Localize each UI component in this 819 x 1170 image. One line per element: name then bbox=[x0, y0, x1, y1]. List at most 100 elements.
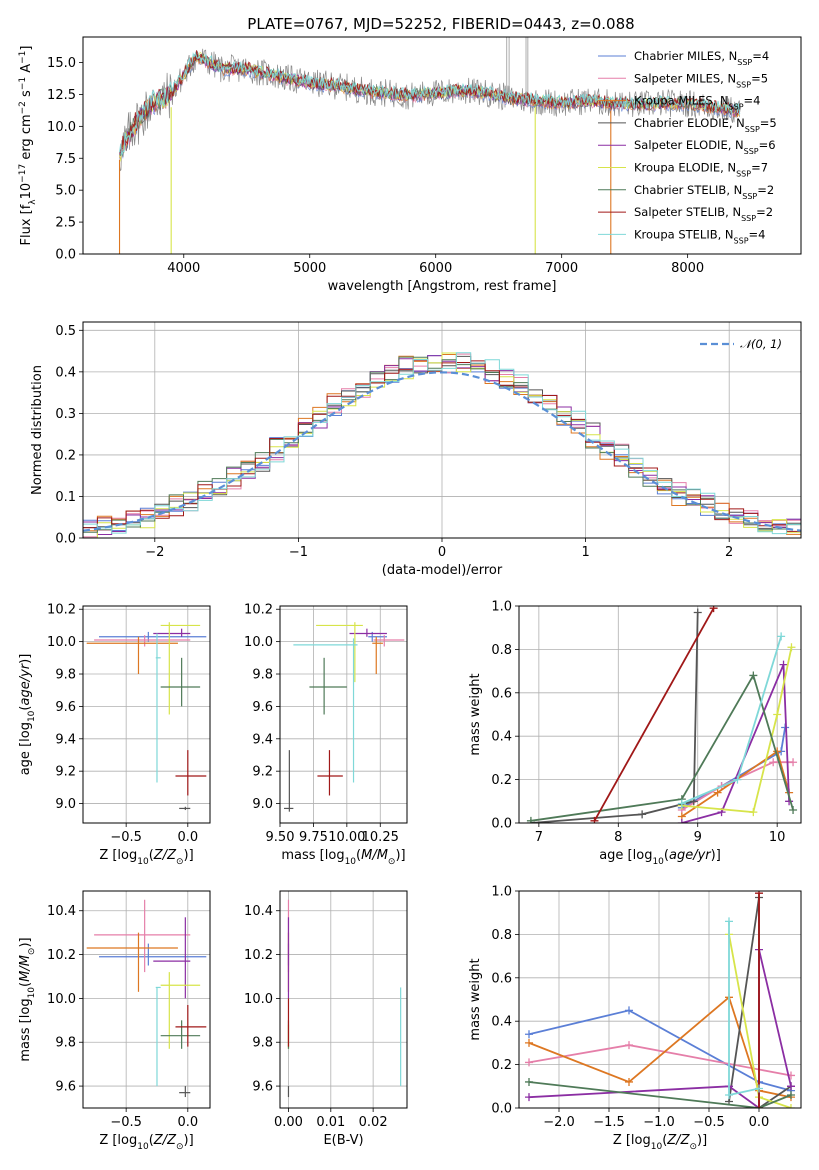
y-tick-label: 9.4 bbox=[55, 732, 76, 747]
y-tick-label: 0.1 bbox=[55, 490, 76, 505]
plot-area bbox=[83, 352, 801, 538]
x-tick-label: 0.0 bbox=[749, 1115, 770, 1130]
point-salpeter-elodie bbox=[153, 917, 191, 999]
y-tick-label: 10.0 bbox=[244, 992, 273, 1007]
x-tick-label: −1.0 bbox=[643, 1115, 675, 1130]
data-point bbox=[733, 775, 742, 784]
x-tick-label: −0.5 bbox=[110, 1115, 142, 1130]
series-kroupa-stelib bbox=[725, 917, 763, 1099]
y-tick-label: 10.2 bbox=[244, 948, 273, 963]
x-tick-label: 9 bbox=[694, 830, 702, 845]
y-tick-label: 0.4 bbox=[491, 730, 512, 745]
y-tick-label: 10.4 bbox=[244, 904, 273, 919]
point-chabrier-stelib bbox=[160, 657, 201, 707]
data-point bbox=[749, 808, 758, 817]
y-tick-label: 1.0 bbox=[491, 600, 512, 615]
axes-decoration: 7 8 9 10 0.0 0.2 0.4 0.6 0.8 1.0 age [log10(age/yr… bbox=[468, 600, 802, 867]
x-tick-label: 0 bbox=[438, 545, 446, 560]
x-tick-label: −0.5 bbox=[110, 830, 142, 845]
axes-frame bbox=[279, 605, 408, 824]
y-axis-label: Flux [fλ10−17 erg cm−2 s−1 A−1] bbox=[18, 46, 38, 246]
x-tick-label: 2 bbox=[725, 545, 733, 560]
axes-decoration: −0.5 0.0 9.6 9.8 10.0 10.2 10.4 Z [log10(Z/Z⊙)]… bbox=[18, 890, 211, 1152]
legend-entry: Chabrier STELIB, NSSP=2 bbox=[634, 183, 774, 201]
y-tick-label: 12.5 bbox=[47, 88, 76, 103]
point-chabrier-stelib bbox=[309, 657, 347, 715]
data-point bbox=[525, 1093, 533, 1102]
y-tick-label: 0.0 bbox=[491, 1102, 512, 1117]
gridlines bbox=[83, 891, 210, 1108]
y-tick-label: 9.2 bbox=[55, 765, 76, 780]
y-tick-label: 0.4 bbox=[55, 365, 76, 380]
x-tick-label: 10 bbox=[769, 830, 786, 845]
y-tick-label: 1.0 bbox=[491, 885, 512, 900]
data-point bbox=[787, 1082, 795, 1091]
age-vs-metallicity-panel: −0.5 0.0 9.0 9.2 9.4 9.6 9.8 10.0 10.2 Z [log10(Z… bbox=[18, 603, 211, 867]
data-point bbox=[526, 816, 535, 823]
data-point bbox=[709, 606, 718, 613]
legend-entry: Kroupa MILES, NSSP=4 bbox=[634, 94, 760, 112]
point-kroupa-elodie bbox=[316, 622, 363, 683]
y-tick-label: 0.3 bbox=[55, 407, 76, 422]
point-chabrier-miles bbox=[99, 943, 207, 966]
y-tick-label: 0.5 bbox=[55, 324, 76, 339]
residual-histogram-panel: −2 −1 0 1 2 0.0 0.1 0.2 0.3 0.4 0.5 (data-model)/er… bbox=[30, 321, 802, 578]
data-point bbox=[525, 1077, 533, 1086]
x-tick-label: 9.50 bbox=[266, 830, 295, 845]
histogram-kroupa-stelib bbox=[83, 352, 801, 535]
point-kroupa-miles bbox=[372, 636, 383, 675]
point-salpeter-miles bbox=[373, 635, 405, 647]
series-line bbox=[681, 749, 790, 818]
y-axis-label: mass weight bbox=[468, 673, 483, 755]
x-axis-label: mass [log10(M/M⊙)] bbox=[281, 848, 405, 867]
data-point bbox=[625, 1041, 633, 1050]
data-point bbox=[677, 799, 686, 808]
x-tick-label: 0.00 bbox=[274, 1115, 303, 1130]
point-kroupa-miles bbox=[86, 932, 178, 992]
x-axis-label: wavelength [Angstrom, rest frame] bbox=[328, 279, 557, 294]
x-tick-label: 10.25 bbox=[362, 830, 399, 845]
series-salpeter-stelib bbox=[590, 606, 718, 823]
spectrum-legend: Chabrier MILES, NSSP=4 Salpeter MILES, NS… bbox=[598, 49, 777, 245]
point-salpeter-elodie bbox=[153, 628, 191, 637]
x-axis-label: Z [log10(Z/Z⊙)] bbox=[613, 1133, 707, 1152]
point-chabrier-stelib bbox=[160, 1020, 201, 1049]
point-kroupa-stelib bbox=[155, 633, 161, 783]
point-kroupa-miles bbox=[86, 636, 178, 675]
data-point bbox=[725, 1090, 733, 1099]
y-tick-label: 10.0 bbox=[47, 992, 76, 1007]
y-tick-label: 0.2 bbox=[491, 1058, 512, 1073]
x-axis-label: (data-model)/error bbox=[382, 563, 503, 578]
series-line bbox=[528, 949, 792, 1108]
point-kroupa-stelib bbox=[293, 638, 358, 783]
y-tick-label: 10.0 bbox=[47, 635, 76, 650]
series-kroupa-miles bbox=[525, 993, 795, 1102]
y-tick-label: 9.8 bbox=[55, 668, 76, 683]
y-tick-label: 9.4 bbox=[252, 732, 273, 747]
x-axis-label: Z [log10(Z/Z⊙)] bbox=[99, 848, 193, 867]
axes-decoration: 4000 5000 6000 7000 8000 0.0 2.5 5.0 7.5 10.0 12.5… bbox=[18, 36, 802, 294]
series-line bbox=[681, 761, 794, 811]
plot-area bbox=[525, 891, 795, 1108]
x-tick-label: 9.75 bbox=[299, 830, 328, 845]
series-line bbox=[528, 995, 792, 1099]
gridlines bbox=[83, 606, 210, 823]
axes-frame bbox=[279, 890, 408, 1109]
data-point bbox=[638, 810, 647, 819]
plot-area bbox=[287, 899, 402, 1098]
data-point bbox=[779, 660, 788, 669]
series-salpeter-stelib bbox=[755, 891, 763, 1108]
axes-decoration: −2.0 −1.5 −1.0 −0.5 0.0 0.0 0.2 0.4 0.6 0.8 1.0 Z [… bbox=[468, 885, 802, 1152]
data-point bbox=[755, 891, 763, 898]
y-tick-label: 10.2 bbox=[244, 603, 273, 618]
gridlines bbox=[280, 891, 407, 1108]
y-tick-label: 9.0 bbox=[252, 797, 273, 812]
y-tick-label: 0.2 bbox=[491, 773, 512, 788]
x-tick-label: 0.0 bbox=[177, 830, 198, 845]
point-kroupa-elodie bbox=[160, 622, 201, 715]
x-axis-label: Z [log10(Z/Z⊙)] bbox=[99, 1133, 193, 1152]
y-axis-label: mass weight bbox=[468, 958, 483, 1040]
x-tick-label: 5000 bbox=[293, 261, 326, 276]
